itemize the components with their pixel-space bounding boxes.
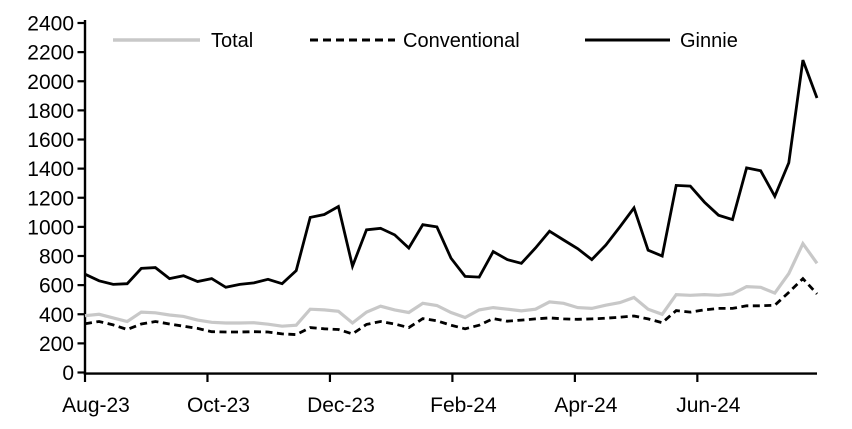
y-tick-label: 1400 (27, 158, 74, 181)
y-tick-label: 0 (62, 362, 74, 385)
x-tick-label: Jun-24 (676, 394, 741, 417)
legend-item-conventional: Conventional (310, 30, 520, 52)
legend-label-conventional: Conventional (403, 30, 520, 52)
x-axis-ticks: Aug-23 Oct-23 Dec-23 Feb-24 Apr-24 Jun-24 (62, 373, 741, 417)
y-axis-ticks: 0 200 400 600 800 1000 1200 1400 1600 1800 2000 220… (27, 13, 85, 385)
y-tick-label: 2200 (27, 42, 74, 65)
y-tick-label: 1600 (27, 129, 74, 152)
legend-item-ginnie: Ginnie (585, 30, 738, 52)
y-tick-label: 2000 (27, 71, 74, 94)
y-tick-label: 400 (39, 304, 74, 327)
x-tick-label: Feb-24 (430, 394, 497, 417)
y-tick-label: 1800 (27, 100, 74, 123)
series-lines (84, 59, 819, 337)
series-line-conventional (84, 276, 819, 337)
legend-label-total: Total (211, 30, 253, 52)
y-tick-label: 1000 (27, 216, 74, 239)
legend-item-total: Total (113, 30, 253, 52)
y-tick-label: 600 (39, 275, 74, 298)
y-tick-label: 2400 (27, 13, 74, 36)
series-line-ginnie (84, 59, 819, 289)
legend-label-ginnie: Ginnie (680, 30, 738, 52)
x-tick-label: Dec-23 (307, 394, 375, 417)
legend: Total Conventional Ginnie (113, 30, 738, 52)
y-tick-label: 800 (39, 246, 74, 269)
series-line-total (84, 240, 819, 328)
y-tick-label: 200 (39, 333, 74, 356)
x-tick-label: Aug-23 (62, 394, 130, 417)
x-tick-label: Apr-24 (554, 394, 617, 417)
x-tick-label: Oct-23 (187, 394, 250, 417)
y-tick-label: 1200 (27, 187, 74, 210)
